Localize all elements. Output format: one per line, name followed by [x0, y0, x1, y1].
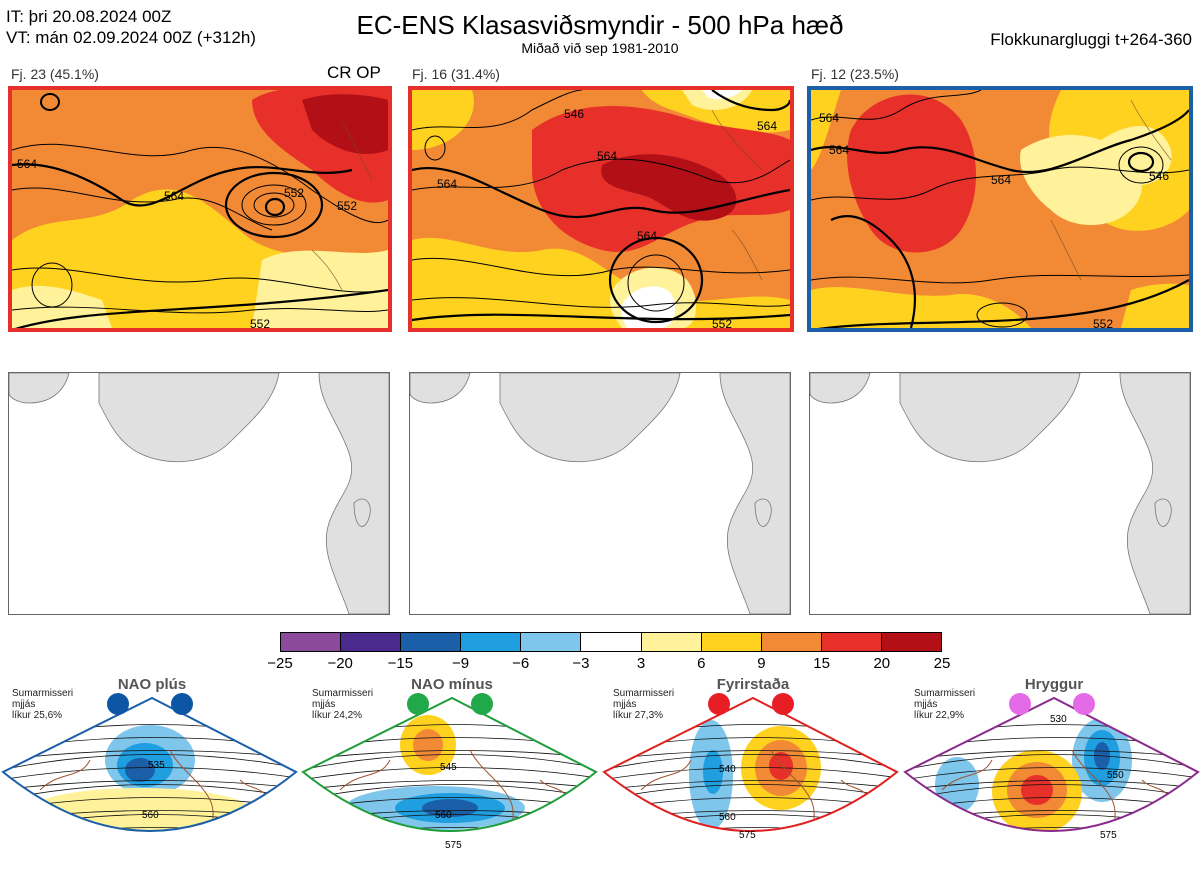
- anomaly-map-1: [8, 372, 390, 615]
- cluster-2-contour-label-3: 564: [597, 149, 617, 163]
- initial-time: IT: þri 20.08.2024 00Z: [6, 7, 172, 26]
- colorbar-tick-label: 6: [697, 655, 706, 672]
- regime-contour-label: 540: [719, 764, 736, 775]
- regime-map: 535 560: [1, 696, 298, 832]
- cluster-2-contour-label-6: 552: [712, 317, 732, 328]
- colorbar-tick-label: 15: [813, 655, 830, 672]
- header-info: IT: þri 20.08.2024 00Z VT: mán 02.09.202…: [6, 6, 256, 48]
- regime-contour-label: 535: [148, 760, 165, 771]
- cluster-1-contour-label-2: 564: [164, 189, 184, 203]
- regime-contour-label: 545: [440, 762, 457, 773]
- regime-contour-label: 575: [739, 830, 756, 841]
- colorbar-segment: [461, 633, 522, 651]
- regime-info-line: mjjás: [312, 699, 336, 710]
- colorbar-tick-label: 25: [933, 655, 951, 672]
- colorbar-segment: [401, 633, 462, 651]
- colorbar-segment: [521, 633, 582, 651]
- cluster-map-2: 546 564 564 564 564 552: [408, 86, 794, 332]
- colorbar-tick-label: −20: [327, 655, 353, 672]
- regime-marker-dot: [171, 693, 193, 715]
- regime-info: Sumarmisseri mjjás líkur 25,6%: [12, 688, 73, 721]
- classification-window: Flokkunargluggi t+264-360: [990, 30, 1192, 49]
- anomaly-map-2: [409, 372, 791, 615]
- cluster-map-1: 564 564 552 552 552: [8, 86, 392, 332]
- regime-marker-dot: [1009, 693, 1031, 715]
- colorbar-tick-label: −9: [451, 655, 470, 672]
- regime-marker-dot: [772, 693, 794, 715]
- colorbar-segment: [701, 633, 762, 651]
- colorbar: [280, 632, 942, 652]
- regime-name: Hryggur: [1024, 676, 1084, 693]
- regime-contour-label: 530: [1050, 714, 1067, 725]
- regime-info-line: líkur 24,2%: [312, 710, 363, 721]
- regime-info-line: mjjás: [12, 699, 36, 710]
- regime-contour-label: 560: [435, 810, 452, 821]
- colorbar-tick-label: 9: [757, 655, 766, 672]
- colorbar-tick-label: 3: [636, 655, 646, 672]
- regime-contour-label: 550: [1107, 770, 1124, 781]
- cluster-label-2: Fj. 16 (31.4%): [412, 66, 500, 82]
- regime-name: NAO mínus: [411, 676, 493, 693]
- cluster-tag-1: CR OP: [327, 63, 381, 82]
- regime-name: Fyrirstaða: [716, 676, 790, 693]
- regime-marker-dot: [708, 693, 730, 715]
- regime-info-line: Sumarmisseri: [613, 688, 675, 699]
- regime-name: NAO plús: [117, 676, 187, 693]
- cluster-map-3: 564 564 564 546 552: [807, 86, 1193, 332]
- regime-info-line: líkur 27,3%: [613, 710, 664, 721]
- regime-marker-dot: [407, 693, 429, 715]
- colorbar-segment: [641, 633, 702, 651]
- regime-info-line: Sumarmisseri: [12, 688, 74, 699]
- colorbar-segment: [761, 633, 822, 651]
- regime-contour-label: 560: [719, 812, 736, 823]
- cluster-3-contour-label-2: 564: [829, 143, 849, 157]
- regime-info-line: Sumarmisseri: [914, 688, 976, 699]
- regime-info-line: líkur 22,9%: [914, 710, 965, 721]
- regime-info-line: mjjás: [914, 699, 938, 710]
- cluster-3-contour-label-4: 546: [1149, 169, 1169, 183]
- colorbar-tick-label: −15: [387, 655, 414, 672]
- regime-marker-dot: [471, 693, 493, 715]
- page-title: EC-ENS Klasasviðsmyndir - 500 hPa hæð: [356, 10, 844, 40]
- regime-map: 530 550 575: [903, 696, 1200, 841]
- regime-marker-dot: [107, 693, 129, 715]
- cluster-1-contour-label-1: 564: [17, 157, 37, 171]
- colorbar-segment: [281, 633, 342, 651]
- regime-contour-label: 575: [445, 840, 462, 851]
- valid-time: VT: mán 02.09.2024 00Z (+312h): [6, 28, 256, 47]
- regime-info-line: líkur 25,6%: [12, 710, 63, 721]
- cluster-1-contour-label-4: 552: [337, 199, 357, 213]
- regime-info-line: mjjás: [613, 699, 637, 710]
- cluster-label-1: Fj. 23 (45.1%): [11, 66, 99, 82]
- colorbar-segment: [821, 633, 882, 651]
- colorbar-tick-label: −6: [512, 655, 530, 672]
- regime-marker-dot: [1073, 693, 1095, 715]
- cluster-1-contour-label-3: 552: [284, 186, 304, 200]
- regime-info: Sumarmisseri mjjás líkur 24,2%: [312, 688, 373, 721]
- colorbar-segment: [581, 633, 642, 651]
- cluster-2-contour-label-5: 564: [757, 119, 777, 133]
- colorbar-segment: [341, 633, 402, 651]
- regime-map: 545 560 575: [301, 696, 598, 851]
- cluster-2-contour-label-4: 564: [637, 229, 657, 243]
- page-subtitle: Miðað við sep 1981-2010: [521, 40, 679, 56]
- regime-contour-label: 560: [142, 810, 159, 821]
- anomaly-map-3: [809, 372, 1191, 615]
- colorbar-tick-label: −3: [572, 655, 590, 672]
- regime-info-line: Sumarmisseri: [312, 688, 374, 699]
- regime-info: Sumarmisseri mjjás líkur 22,9%: [914, 688, 975, 721]
- cluster-3-contour-label-3: 564: [991, 173, 1011, 187]
- colorbar-segment: [881, 633, 942, 651]
- cluster-label-3: Fj. 12 (23.5%): [811, 66, 899, 82]
- cluster-2-contour-label-2: 564: [437, 177, 457, 191]
- colorbar-tick-label: −25: [267, 655, 293, 672]
- colorbar-tick-label: 20: [873, 655, 891, 672]
- regime-info: Sumarmisseri mjjás líkur 27,3%: [613, 688, 674, 721]
- cluster-3-contour-label-5: 552: [1093, 317, 1113, 328]
- regime-contour-label: 575: [1100, 830, 1117, 841]
- cluster-1-contour-label-5: 552: [250, 317, 270, 328]
- cluster-3-contour-label-1: 564: [819, 111, 839, 125]
- cluster-2-contour-label-1: 546: [564, 107, 584, 121]
